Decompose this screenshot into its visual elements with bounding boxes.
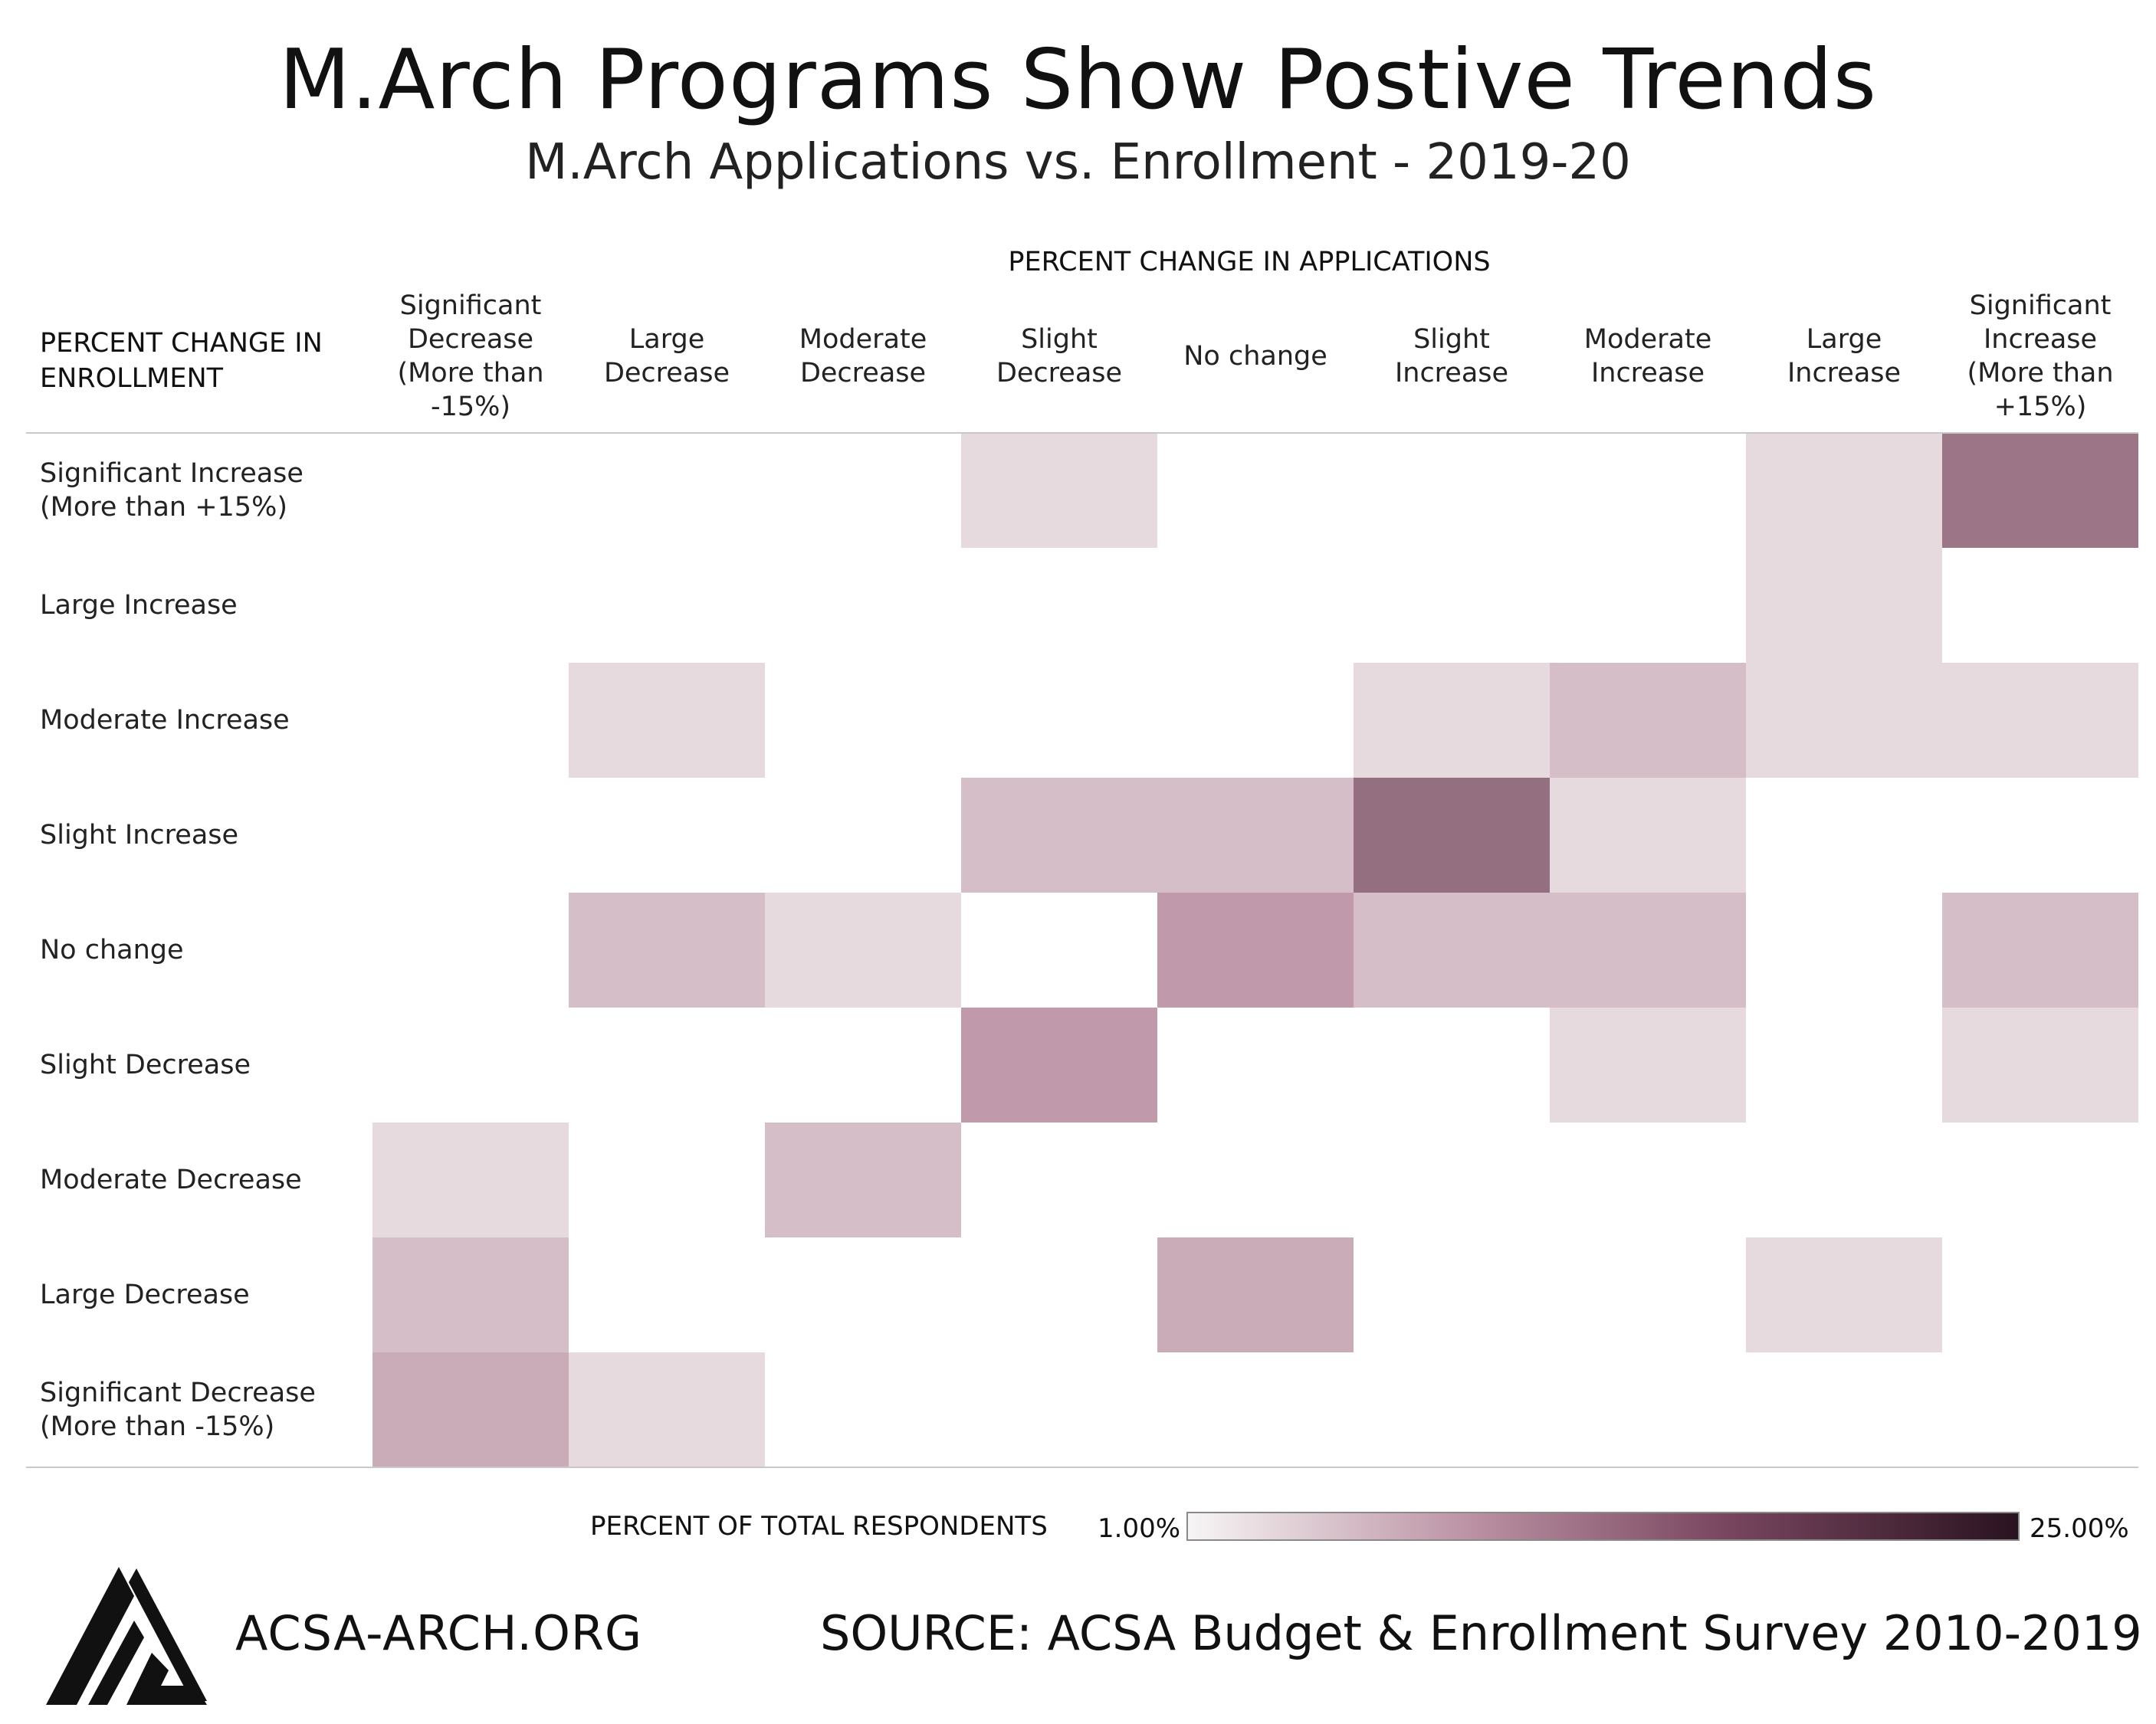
heatmap-cell [1746,663,1942,778]
row-header: No change [40,935,184,965]
column-header: Moderate Decrease [799,324,927,388]
chart-subtitle: M.Arch Applications vs. Enrollment - 201… [525,134,1631,191]
heatmap-cell [1746,433,1942,548]
heatmap-cell [569,663,765,778]
row-header: Slight Decrease [40,1050,251,1080]
heatmap-cell [1157,778,1354,893]
heatmap-cell [1942,433,2138,548]
footer-source: SOURCE: ACSA Budget & Enrollment Survey … [820,1605,2142,1661]
legend-title: PERCENT OF TOTAL RESPONDENTS [590,1511,1048,1542]
column-header: Moderate Increase [1583,324,1712,388]
heatmap-cell [1942,893,2138,1008]
heatmap-cell [1550,1008,1746,1123]
heatmap-cell [569,893,765,1008]
heatmap-cell [961,433,1157,548]
heatmap-cell [372,1123,569,1237]
footer-site: ACSA-ARCH.ORG [235,1605,643,1661]
column-header: Significant Decrease (More than -15%) [397,290,544,422]
x-axis-title: PERCENT CHANGE IN APPLICATIONS [1008,247,1491,277]
heatmap-cell [1942,663,2138,778]
heatmap-cell [1157,893,1354,1008]
column-header: Large Decrease [603,324,730,388]
row-header: Significant Decrease (More than -15%) [40,1378,316,1442]
row-header: Slight Increase [40,820,239,851]
column-header: Slight Increase [1394,324,1509,388]
column-header: Significant Increase (More than +15%) [1967,290,2114,422]
heatmap-cell [1746,1237,1942,1352]
heatmap-cell [1157,1237,1354,1352]
heatmap-cell [961,778,1157,893]
heatmap-cell [372,1237,569,1352]
heatmap-cell [1746,548,1942,663]
y-axis-title: PERCENT CHANGE IN ENROLLMENT [40,328,323,394]
heatmap-cell [1354,778,1550,893]
heatmap-cell [1354,663,1550,778]
heatmap-cell [1354,893,1550,1008]
row-header: Significant Increase (More than +15%) [40,458,304,523]
heatmap-cell [1942,1008,2138,1123]
chart-title: M.Arch Programs Show Postive Trends [278,32,1878,128]
heatmap-cell [372,1352,569,1467]
heatmap-cell [765,1123,961,1237]
legend-color-bar [1186,1512,2020,1541]
column-header: No change [1183,341,1327,372]
heatmap-cell [961,1008,1157,1123]
row-header: Moderate Decrease [40,1165,302,1195]
heatmap-cell [1550,663,1746,778]
heatmap-cell [1550,778,1746,893]
column-header: Slight Decrease [996,324,1123,388]
heatmap-cell [765,893,961,1008]
acsa-logo-icon [46,1567,207,1705]
legend-max-label: 25.00% [2030,1513,2129,1544]
row-header: Large Decrease [40,1280,250,1310]
heatmap-cell [569,1352,765,1467]
row-header: Large Increase [40,590,238,621]
legend-min-label: 1.00% [1098,1513,1181,1544]
row-header: Moderate Increase [40,705,290,736]
heatmap-cell [1550,893,1746,1008]
column-header: Large Increase [1787,324,1902,388]
